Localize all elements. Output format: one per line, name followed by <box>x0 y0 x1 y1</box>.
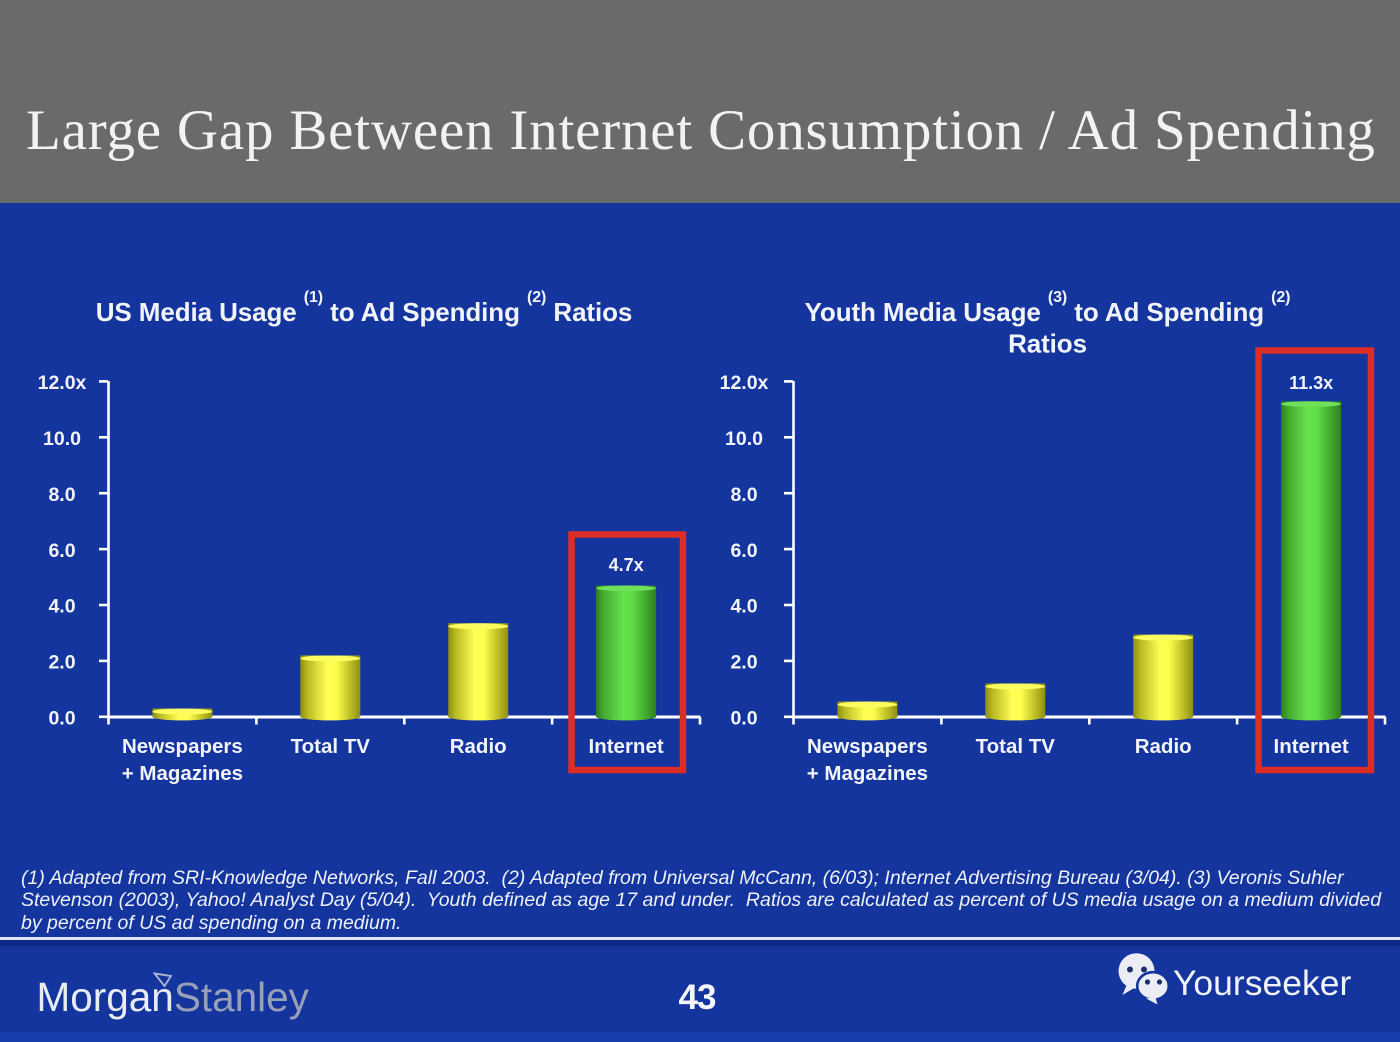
svg-text:Total TV: Total TV <box>291 735 371 758</box>
svg-text:4.0: 4.0 <box>730 596 757 618</box>
svg-text:Newspapers: Newspapers <box>807 735 928 758</box>
svg-text:Internet: Internet <box>1274 735 1349 758</box>
svg-text:0.0: 0.0 <box>730 708 757 730</box>
svg-text:4.0: 4.0 <box>48 596 75 618</box>
svg-text:2.0: 2.0 <box>730 652 757 674</box>
svg-text:Newspapers: Newspapers <box>122 735 243 758</box>
svg-text:8.0: 8.0 <box>48 484 75 506</box>
svg-text:4.7x: 4.7x <box>609 555 644 575</box>
svg-text:Ratios: Ratios <box>1008 329 1087 359</box>
svg-text:Internet: Internet <box>589 735 664 758</box>
svg-text:Total TV: Total TV <box>976 735 1056 758</box>
svg-text:Radio: Radio <box>1135 735 1192 758</box>
svg-text:10.0: 10.0 <box>725 428 763 450</box>
svg-text:10.0: 10.0 <box>43 428 81 450</box>
svg-text:US Media Usage (1) to Ad Spend: US Media Usage (1) to Ad Spending (2) Ra… <box>96 289 633 327</box>
svg-text:11.3x: 11.3x <box>1289 373 1333 393</box>
svg-text:+ Magazines: + Magazines <box>122 762 243 785</box>
svg-text:8.0: 8.0 <box>730 484 757 506</box>
svg-text:Radio: Radio <box>450 735 507 758</box>
svg-text:+ Magazines: + Magazines <box>807 762 928 785</box>
svg-text:0.0: 0.0 <box>48 708 75 730</box>
svg-text:2.0: 2.0 <box>48 652 75 674</box>
svg-text:12.0x: 12.0x <box>38 372 87 394</box>
svg-text:12.0x: 12.0x <box>720 372 769 394</box>
svg-text:6.0: 6.0 <box>730 540 757 562</box>
svg-text:6.0: 6.0 <box>48 540 75 562</box>
svg-text:Youth Media Usage (3) to Ad Sp: Youth Media Usage (3) to Ad Spending (2) <box>805 289 1291 327</box>
